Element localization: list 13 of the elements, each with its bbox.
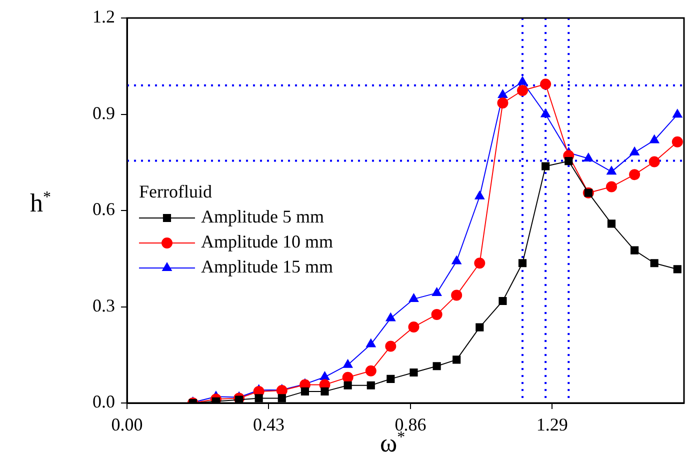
x-tick-label: 0.00 bbox=[111, 414, 143, 435]
y-tick-label: 0.6 bbox=[92, 199, 115, 220]
y-tick-label: 1.2 bbox=[92, 6, 115, 27]
y-tick-label: 0.3 bbox=[92, 295, 115, 316]
y-tick-label: 0.9 bbox=[92, 102, 115, 123]
legend-title: Ferrofluid bbox=[139, 182, 212, 202]
y-tick-label: 0.0 bbox=[92, 392, 115, 412]
x-tick-label: 1.29 bbox=[536, 414, 568, 435]
legend-label: Amplitude 10 mm bbox=[201, 232, 333, 252]
x-tick-label: 0.43 bbox=[252, 414, 284, 435]
legend-label: Amplitude 5 mm bbox=[201, 206, 324, 227]
legend-label: Amplitude 15 mm bbox=[201, 256, 333, 277]
y-axis-title: h$^{*}$ bbox=[30, 188, 51, 218]
